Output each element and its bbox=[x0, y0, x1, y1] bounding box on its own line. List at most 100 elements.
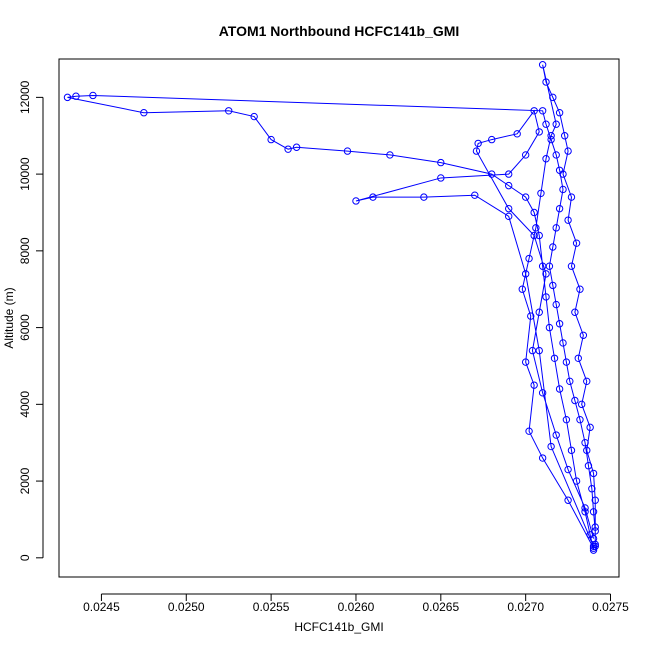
data-point bbox=[72, 92, 80, 100]
data-point bbox=[549, 243, 557, 251]
data-point bbox=[528, 346, 537, 355]
data-point bbox=[474, 139, 482, 148]
data-point bbox=[530, 231, 538, 240]
y-tick-label: 10000 bbox=[18, 157, 32, 191]
series-line bbox=[67, 64, 596, 551]
data-point bbox=[525, 254, 533, 263]
data-point bbox=[505, 170, 513, 178]
data-point bbox=[549, 281, 557, 290]
data-point bbox=[89, 91, 97, 100]
data-point bbox=[579, 331, 588, 339]
data-point bbox=[535, 308, 543, 316]
data-point bbox=[530, 381, 538, 389]
data-point bbox=[571, 396, 579, 405]
data-point bbox=[589, 544, 598, 552]
data-point bbox=[583, 377, 591, 386]
data-point bbox=[532, 224, 540, 232]
data-point bbox=[572, 477, 581, 485]
data-point bbox=[555, 320, 564, 328]
x-tick-label: 0.0255 bbox=[253, 600, 290, 614]
data-point bbox=[530, 107, 538, 115]
y-tick-label: 12000 bbox=[18, 80, 32, 114]
data-point bbox=[552, 151, 560, 159]
data-point bbox=[564, 216, 572, 224]
data-point bbox=[386, 151, 394, 159]
data-point bbox=[284, 145, 292, 153]
data-point bbox=[538, 454, 547, 462]
data-point bbox=[535, 231, 543, 240]
data-point bbox=[564, 147, 572, 155]
data-point bbox=[566, 377, 574, 386]
data-point bbox=[591, 523, 599, 531]
y-tick-label: 6000 bbox=[18, 314, 32, 341]
data-point bbox=[552, 300, 560, 309]
data-point bbox=[537, 189, 545, 198]
data-point bbox=[545, 262, 554, 270]
data-point bbox=[521, 151, 530, 159]
x-tick-label: 0.0260 bbox=[338, 600, 375, 614]
data-point bbox=[574, 354, 582, 362]
data-point bbox=[488, 170, 496, 178]
y-axis-label: Altitude (m) bbox=[2, 287, 16, 348]
data-point bbox=[571, 308, 579, 316]
data-point bbox=[555, 204, 564, 213]
y-axis: 0 2000 4000 6000 8000 10000 12000 bbox=[18, 80, 44, 561]
data-point bbox=[527, 312, 535, 320]
data-point bbox=[581, 504, 589, 512]
data-point bbox=[518, 285, 526, 293]
x-tick-label: 0.0270 bbox=[507, 600, 544, 614]
data-point bbox=[343, 147, 352, 155]
y-tick-label: 4000 bbox=[18, 391, 32, 418]
data-point bbox=[542, 78, 550, 86]
data-point bbox=[530, 208, 538, 217]
data-point bbox=[589, 542, 598, 550]
data-point bbox=[513, 130, 521, 138]
data-point bbox=[521, 358, 530, 366]
data-point bbox=[250, 112, 258, 121]
data-point bbox=[589, 508, 598, 516]
data-point bbox=[267, 135, 275, 144]
data-point bbox=[576, 415, 584, 424]
data-point bbox=[525, 427, 533, 435]
data-point bbox=[588, 485, 596, 493]
data-point bbox=[547, 442, 555, 451]
x-tick-label: 0.0265 bbox=[422, 600, 459, 614]
data-point bbox=[555, 385, 564, 393]
data-point bbox=[538, 389, 547, 397]
data-point bbox=[521, 270, 530, 278]
data-point bbox=[352, 197, 360, 205]
y-tick-label: 8000 bbox=[18, 237, 32, 264]
data-point bbox=[581, 439, 589, 447]
data-point bbox=[552, 431, 560, 439]
data-point bbox=[589, 534, 598, 543]
data-point bbox=[559, 339, 567, 347]
y-tick-label: 2000 bbox=[18, 467, 32, 494]
data-point bbox=[567, 262, 576, 270]
data-point bbox=[488, 135, 496, 144]
data-point bbox=[505, 181, 513, 190]
data-point bbox=[581, 508, 589, 516]
data-point bbox=[225, 107, 233, 115]
data-point bbox=[549, 93, 557, 102]
data-point bbox=[572, 239, 581, 247]
data-point bbox=[538, 61, 547, 69]
data-point bbox=[471, 191, 479, 199]
data-point bbox=[542, 270, 550, 278]
data-point bbox=[521, 193, 530, 201]
data-point bbox=[562, 358, 571, 366]
data-point bbox=[552, 120, 560, 128]
data-point bbox=[542, 120, 550, 128]
data-point bbox=[472, 147, 481, 155]
data-point bbox=[589, 469, 598, 478]
data-point bbox=[552, 224, 560, 232]
plot-frame bbox=[58, 58, 620, 578]
data-point bbox=[547, 132, 555, 140]
data-point bbox=[63, 93, 72, 102]
data-point bbox=[505, 204, 513, 213]
x-axis-label: HCFC141b_GMI bbox=[294, 620, 383, 634]
data-point bbox=[542, 293, 550, 301]
data-point bbox=[545, 323, 554, 332]
x-tick-label: 0.0275 bbox=[592, 600, 629, 614]
data-point bbox=[538, 107, 547, 115]
